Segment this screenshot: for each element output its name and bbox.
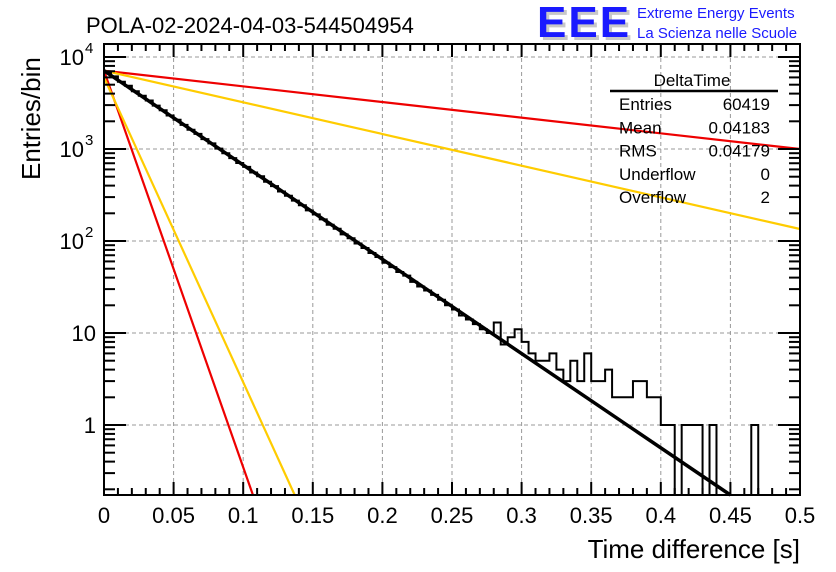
logo-mark: EEE bbox=[537, 0, 631, 47]
stats-label: Underflow bbox=[619, 165, 696, 184]
x-tick-label: 0.15 bbox=[291, 503, 334, 528]
series-yellow-steep bbox=[102, 76, 296, 496]
stats-value: 2 bbox=[761, 188, 770, 207]
grid bbox=[104, 44, 800, 495]
stats-value: 0.04183 bbox=[709, 118, 770, 137]
y-axis-title: Entries/bin bbox=[16, 57, 46, 180]
logo-mark-shadow: EEE bbox=[540, 1, 634, 50]
logo-line-2: La Scienza nelle Scuole bbox=[637, 25, 797, 42]
series-yellow-shallow bbox=[103, 69, 801, 231]
stats-label: Mean bbox=[619, 118, 662, 137]
chart-title: POLA-02-2024-04-03-544504954 bbox=[86, 13, 414, 38]
stats-label: Overflow bbox=[619, 188, 687, 207]
y-tick-label: 10 bbox=[60, 229, 84, 254]
x-tick-label: 0.25 bbox=[431, 503, 474, 528]
y-tick-label: 1 bbox=[84, 413, 96, 438]
series-red-shallow bbox=[103, 69, 801, 151]
stats-value: 60419 bbox=[723, 95, 770, 114]
x-tick-label: 0.4 bbox=[646, 503, 677, 528]
y-tick-label: 10 bbox=[72, 321, 96, 346]
stats-label: Entries bbox=[619, 95, 672, 114]
x-tick-label: 0.45 bbox=[709, 503, 752, 528]
stats-title: DeltaTime bbox=[654, 71, 731, 90]
x-tick-label: 0 bbox=[98, 503, 110, 528]
x-tick-label: 0.5 bbox=[785, 503, 816, 528]
y-tick-exponent: 4 bbox=[85, 40, 93, 57]
logo-line-1: Extreme Energy Events bbox=[637, 5, 795, 22]
eee-logo: EEE EEE Extreme Energy Events La Scienza… bbox=[537, 0, 797, 50]
y-tick-exponent: 3 bbox=[85, 132, 93, 149]
x-tick-label: 0.35 bbox=[570, 503, 613, 528]
y-tick-label: 10 bbox=[60, 137, 84, 162]
stats-value: 0 bbox=[761, 165, 770, 184]
x-axis-title: Time difference [s] bbox=[588, 534, 800, 564]
x-tick-label: 0.1 bbox=[228, 503, 259, 528]
x-axis: 0 0.05 0.1 0.15 0.2 0.25 0.3 0.35 0.4 0.45 0.5 bbox=[98, 44, 815, 528]
fit-line bbox=[103, 69, 732, 497]
series-red-steep bbox=[102, 70, 254, 496]
y-tick-exponent: 2 bbox=[85, 224, 93, 241]
x-tick-label: 0.05 bbox=[152, 503, 195, 528]
stats-value: 0.04179 bbox=[709, 142, 770, 161]
y-tick-label: 10 bbox=[60, 45, 84, 70]
x-tick-label: 0.3 bbox=[506, 503, 537, 528]
stats-label: RMS bbox=[619, 142, 657, 161]
stats-box: DeltaTime Entries 60419 Mean 0.04183 RMS 0.04… bbox=[610, 71, 778, 207]
x-tick-label: 0.2 bbox=[367, 503, 398, 528]
fit-lines bbox=[102, 69, 801, 496]
